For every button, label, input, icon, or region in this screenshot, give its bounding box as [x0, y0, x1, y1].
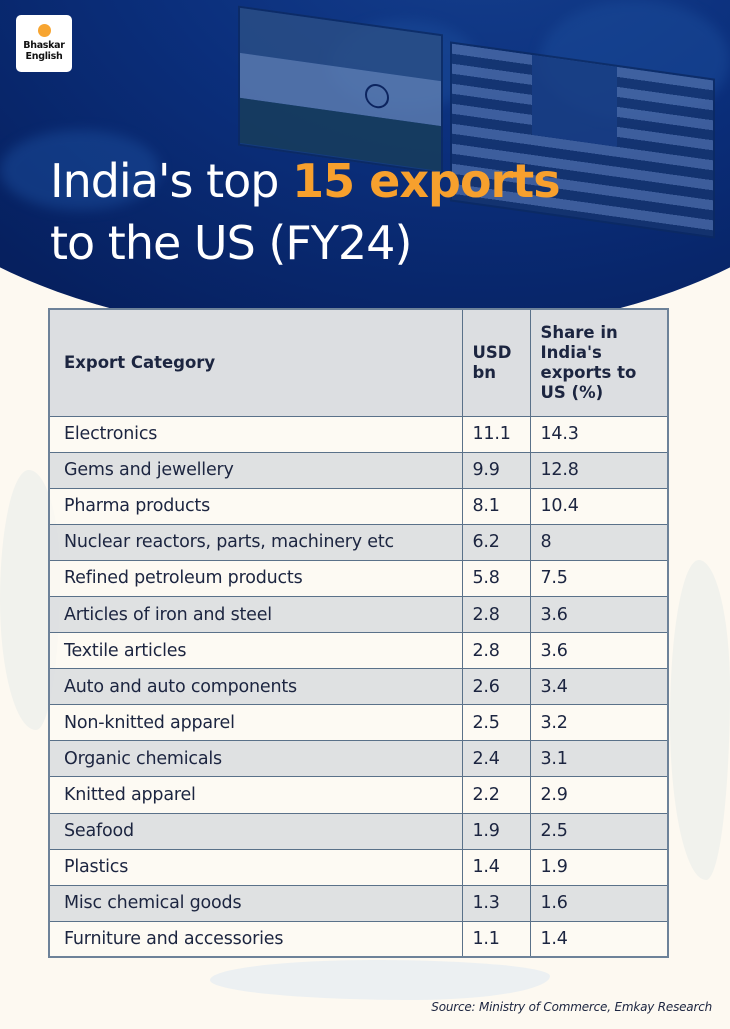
- cell-usd-bn: 9.9: [461, 451, 531, 489]
- cell-share-percent: 3.1: [529, 740, 669, 778]
- cell-usd-bn: 2.8: [461, 595, 531, 634]
- cell-usd-bn: 2.6: [461, 668, 531, 706]
- hero-banner: [0, 0, 730, 340]
- cell-export-category: Nuclear reactors, parts, machinery etc: [48, 523, 463, 561]
- exports-table: Export Category USD bn Share in India's …: [48, 308, 669, 959]
- source-note: Source: Ministry of Commerce, Emkay Rese…: [431, 1000, 712, 1014]
- page-title: India's top 15 exports to the US (FY24): [50, 150, 690, 274]
- cell-export-category: Pharma products: [48, 487, 463, 525]
- title-part-2: to the US (FY24): [50, 216, 412, 270]
- header-export-category: Export Category: [48, 308, 463, 417]
- cell-export-category: Auto and auto components: [48, 668, 463, 706]
- cell-usd-bn: 2.5: [461, 704, 531, 742]
- cell-usd-bn: 5.8: [461, 559, 531, 597]
- table-row: Organic chemicals 2.4 3.1: [48, 740, 669, 778]
- cell-export-category: Seafood: [48, 812, 463, 850]
- logo-line-1: Bhaskar: [23, 40, 65, 51]
- cell-share-percent: 2.5: [529, 812, 669, 850]
- cell-share-percent: 12.8: [529, 451, 669, 489]
- table-row: Nuclear reactors, parts, machinery etc 6.…: [48, 523, 669, 561]
- cell-share-percent: 10.4: [529, 487, 669, 525]
- cell-share-percent: 3.4: [529, 668, 669, 706]
- cell-export-category: Articles of iron and steel: [48, 595, 463, 634]
- cell-usd-bn: 1.9: [461, 812, 531, 850]
- cell-export-category: Non-knitted apparel: [48, 704, 463, 742]
- table-row: Seafood 1.9 2.5: [48, 812, 669, 850]
- cell-export-category: Furniture and accessories: [48, 920, 463, 958]
- table-row: Gems and jewellery 9.9 12.8: [48, 451, 669, 489]
- cell-export-category: Knitted apparel: [48, 776, 463, 814]
- cell-usd-bn: 2.2: [461, 776, 531, 814]
- cell-export-category: Textile articles: [48, 632, 463, 670]
- cell-usd-bn: 1.4: [461, 848, 531, 886]
- header-usd-bn: USD bn: [461, 308, 531, 417]
- bhaskar-english-logo[interactable]: Bhaskar English: [16, 15, 72, 72]
- table-row: Furniture and accessories 1.1 1.4: [48, 920, 669, 958]
- header-usd-bn-text: USD bn: [472, 342, 512, 382]
- cell-share-percent: 1.6: [529, 884, 669, 922]
- cell-share-percent: 1.9: [529, 848, 669, 886]
- cell-share-percent: 7.5: [529, 559, 669, 597]
- title-part-1: India's top: [50, 154, 293, 208]
- cell-share-percent: 1.4: [529, 920, 669, 958]
- sun-dot-icon: [37, 24, 51, 37]
- header-share: Share in India's exports to US (%): [529, 308, 669, 417]
- title-highlight: 15 exports: [292, 154, 560, 208]
- cell-share-percent: 3.2: [529, 704, 669, 742]
- world-map-background: [670, 560, 730, 880]
- cell-export-category: Electronics: [48, 415, 463, 453]
- cell-usd-bn: 1.3: [461, 884, 531, 922]
- cell-export-category: Gems and jewellery: [48, 451, 463, 489]
- cell-share-percent: 8: [529, 523, 669, 561]
- table-row: Articles of iron and steel 2.8 3.6: [48, 595, 669, 634]
- cell-usd-bn: 8.1: [461, 487, 531, 525]
- table-row: Textile articles 2.8 3.6: [48, 632, 669, 670]
- cell-export-category: Organic chemicals: [48, 740, 463, 778]
- table-row: Knitted apparel 2.2 2.9: [48, 776, 669, 814]
- exports-table-container: Export Category USD bn Share in India's …: [48, 308, 669, 959]
- cell-usd-bn: 2.4: [461, 740, 531, 778]
- cell-share-percent: 14.3: [529, 415, 669, 453]
- cell-export-category: Plastics: [48, 848, 463, 886]
- cell-usd-bn: 2.8: [461, 632, 531, 670]
- cell-export-category: Misc chemical goods: [48, 884, 463, 922]
- cell-usd-bn: 1.1: [461, 920, 531, 958]
- logo-line-2: English: [25, 51, 63, 62]
- cell-share-percent: 3.6: [529, 632, 669, 670]
- table-header-row: Export Category USD bn Share in India's …: [48, 308, 669, 417]
- table-row: Pharma products 8.1 10.4: [48, 487, 669, 525]
- header-share-text: Share in India's exports to US (%): [540, 322, 637, 402]
- cell-usd-bn: 6.2: [461, 523, 531, 561]
- world-map-background: [210, 960, 550, 1000]
- table-row: Auto and auto components 2.6 3.4: [48, 668, 669, 706]
- table-row: Misc chemical goods 1.3 1.6: [48, 884, 669, 922]
- cell-share-percent: 3.6: [529, 595, 669, 634]
- table-row: Refined petroleum products 5.8 7.5: [48, 559, 669, 597]
- table-body: Electronics 11.1 14.3 Gems and jewellery 9.9…: [48, 415, 669, 958]
- cell-usd-bn: 11.1: [461, 415, 531, 453]
- cell-share-percent: 2.9: [529, 776, 669, 814]
- cell-export-category: Refined petroleum products: [48, 559, 463, 597]
- table-row: Electronics 11.1 14.3: [48, 415, 669, 453]
- table-row: Non-knitted apparel 2.5 3.2: [48, 704, 669, 742]
- table-row: Plastics 1.4 1.9: [48, 848, 669, 886]
